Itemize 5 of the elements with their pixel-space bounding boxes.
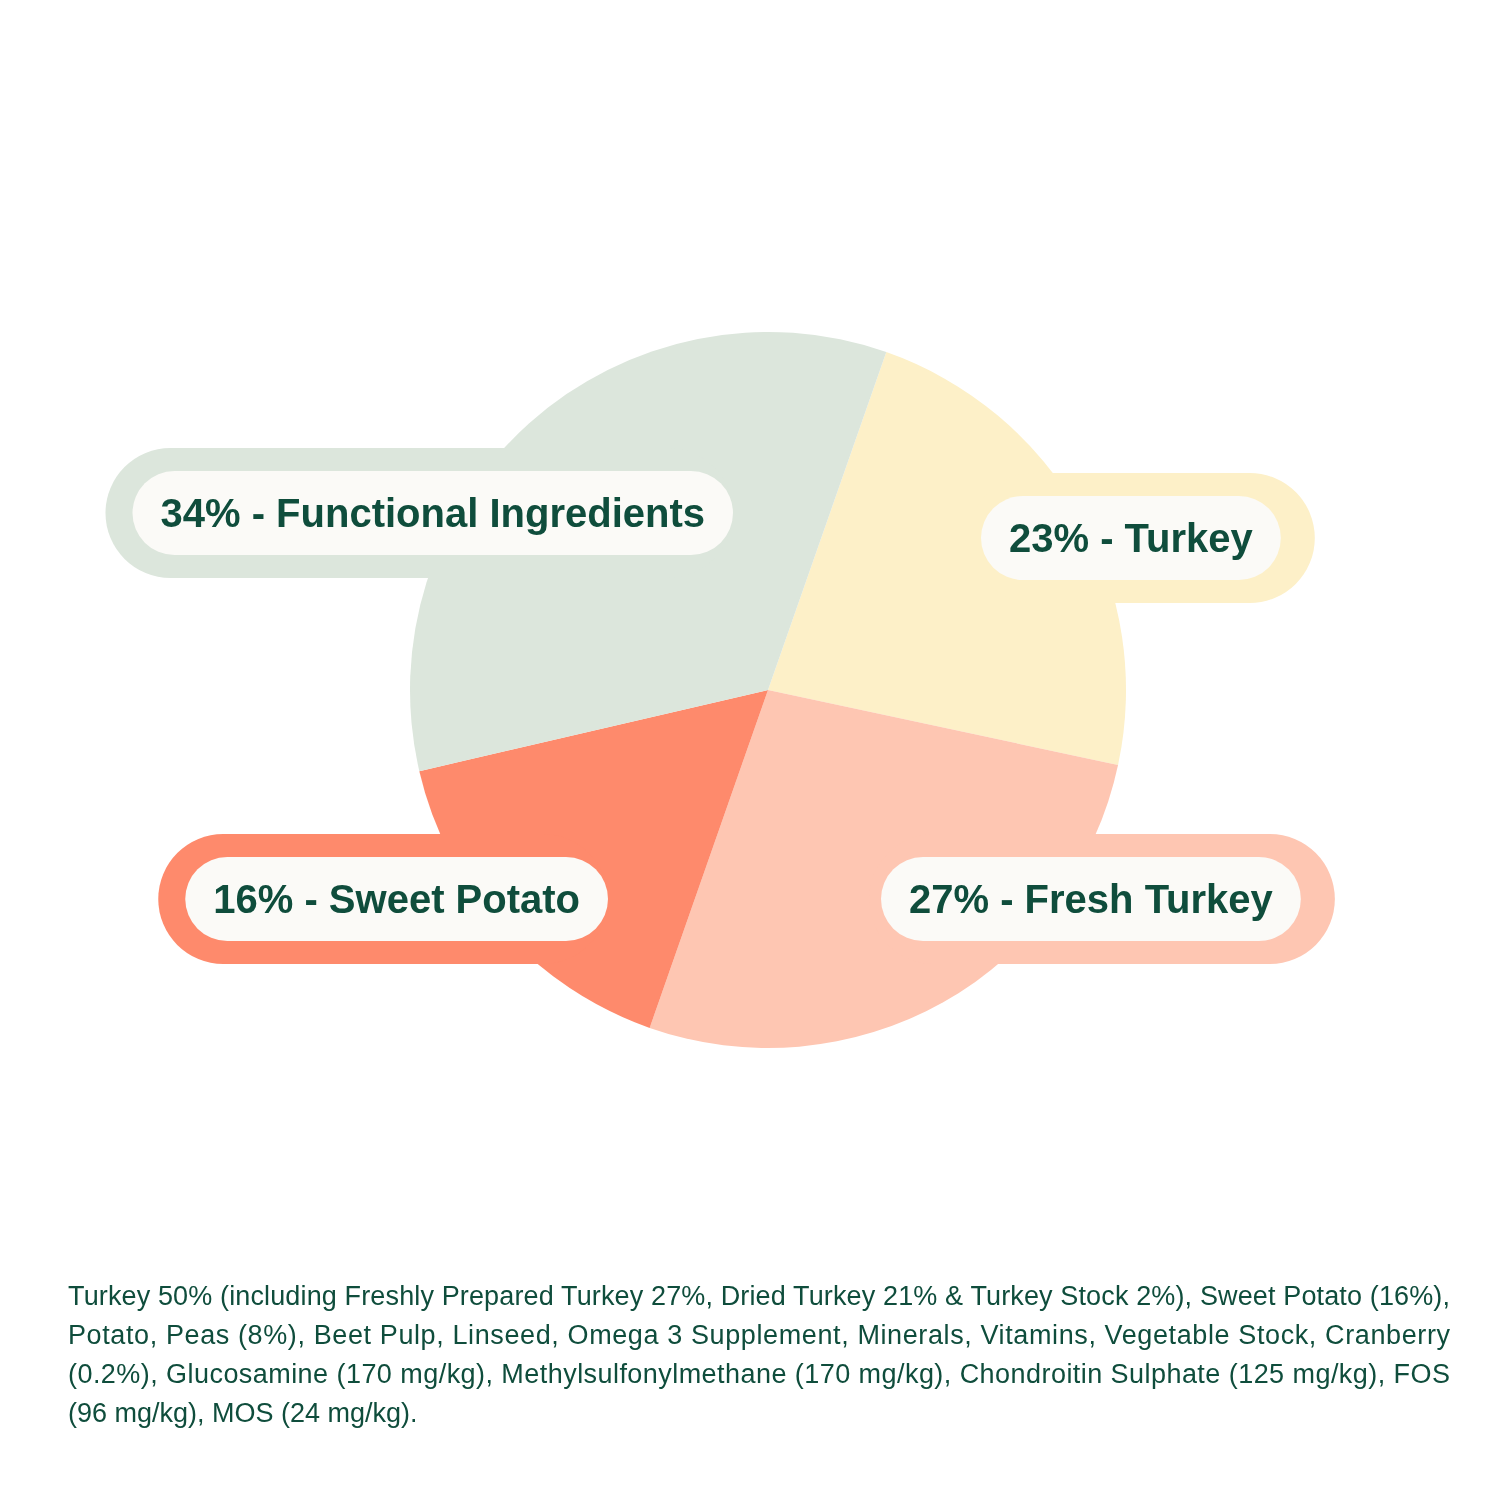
slice-label: 23% - Turkey [1009, 516, 1254, 560]
slice-label: 16% - Sweet Potato [213, 877, 581, 921]
slice-label: 34% - Functional Ingredients [160, 491, 705, 535]
text: Turkey 50% (including Freshly Prepared Turkey 27%, Dried Turkey 21% & Turkey Stock 2%), Sweet Potato (16%), Potato, Peas (8%), Beet Pulp, Linseed, Omega 3 Supplement, Minerals, Vitamins, Vegetable Stock, Cranberry (0.2%), Glucosamine (170 mg/kg), Methylsulfonylmethane (170 mg/kg), Chondroitin Sulphate (125 mg/kg), FOS (96 mg/kg), MOS (24 mg/kg). [68, 1281, 1451, 1428]
slice-label: 27% - Fresh Turkey [909, 877, 1274, 921]
